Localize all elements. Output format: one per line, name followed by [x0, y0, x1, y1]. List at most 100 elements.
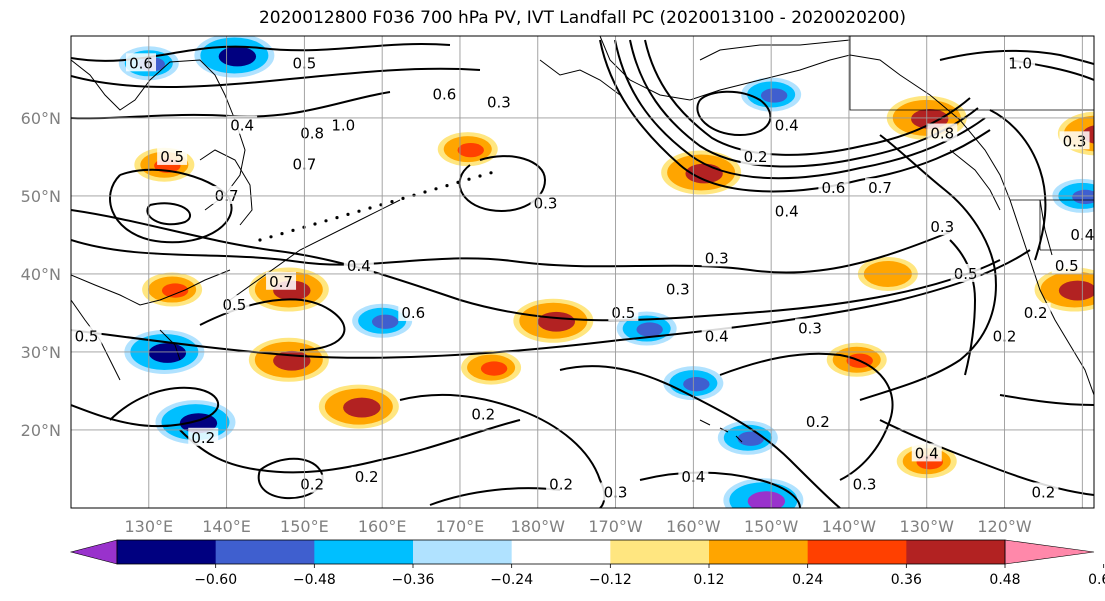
colorbar-tick-label: 0.60	[1088, 572, 1105, 588]
island-dot	[489, 171, 493, 175]
contour-label: 0.2	[1024, 304, 1048, 322]
longitude-tick-label: 160°E	[358, 517, 407, 536]
contour-label-bg	[483, 92, 514, 111]
island-dot	[357, 209, 361, 213]
colorbar-segment	[215, 540, 315, 564]
colorbar-extend-max	[1004, 539, 1095, 565]
island-dot	[346, 212, 350, 216]
contour-label-bg	[771, 115, 802, 134]
political-borders	[849, 36, 1094, 251]
island-dot	[434, 187, 438, 191]
contour-label: 0.5	[222, 296, 246, 314]
contour-label: 1.0	[331, 117, 355, 135]
island-dot	[445, 184, 449, 188]
contour-label-bg	[546, 474, 577, 493]
longitude-tick-label: 170°E	[436, 517, 485, 536]
colorbar-frame	[116, 539, 1006, 565]
coastline	[199, 149, 253, 226]
colorbar-segment	[709, 540, 809, 564]
island-dot	[313, 222, 317, 226]
longitude-tick-label: 140°W	[822, 517, 877, 536]
contour-label: 1.0	[1008, 54, 1032, 72]
contour-label: 0.2	[806, 413, 830, 431]
chart-title: 2020012800 F036 700 hPa PV, IVT Landfall…	[258, 8, 906, 28]
colorbar-tick-label: −0.24	[490, 572, 533, 588]
contour-label-bg	[188, 427, 219, 446]
pv-contour-line	[71, 249, 1031, 359]
island-dot	[324, 219, 328, 223]
pv-contour-line	[949, 239, 977, 376]
longitude-tick-label: 130°W	[900, 517, 955, 536]
contour-label: 0.2	[355, 468, 379, 486]
contour-label-bg	[227, 115, 258, 134]
coastline	[71, 59, 246, 211]
pv-anomaly-core	[371, 314, 399, 329]
pv-contour-line	[644, 39, 971, 156]
plot-frame	[70, 35, 1095, 509]
contour-label: 0.4	[775, 117, 799, 135]
graticule	[71, 36, 1094, 508]
contour-label-bg	[1090, 412, 1094, 431]
coastline	[949, 149, 1001, 211]
contour-label-bg	[802, 412, 833, 431]
contour-label: 0.5	[75, 327, 99, 345]
contour-label-bg	[1051, 256, 1082, 275]
contour-label: 0.3	[1063, 132, 1087, 150]
contour-label: 0.4	[775, 203, 799, 221]
contour-label-bg	[865, 178, 896, 197]
contour-label-bg	[849, 474, 880, 493]
contour-label: 0.3	[930, 218, 954, 236]
colorbar-tick-label: 0.12	[693, 572, 724, 588]
colorbar-tick-label: −0.36	[392, 572, 435, 588]
island-dot	[478, 174, 482, 178]
contour-label-bg	[1028, 482, 1059, 501]
coastline	[71, 269, 231, 306]
pv-contour-line	[859, 134, 997, 401]
contour-label: 0.4	[705, 327, 729, 345]
coastline	[1039, 199, 1053, 256]
island-dot	[269, 235, 273, 239]
pv-contour-line	[639, 471, 801, 508]
colorbar-segment	[413, 540, 513, 564]
contour-label-bg	[468, 404, 499, 423]
colorbar-tick-label: −0.60	[194, 572, 237, 588]
island-dot	[401, 196, 405, 200]
pv-anomaly-core	[737, 431, 765, 446]
colorbar-segment	[314, 540, 414, 564]
pv-anomaly-core	[747, 491, 786, 508]
longitude-tick-label: 180°W	[511, 517, 566, 536]
contour-label: 0.7	[868, 179, 892, 197]
contour-label: 0.3	[705, 249, 729, 267]
contour-label-bg	[818, 178, 849, 197]
contour-label: 0.6	[401, 304, 425, 322]
longitude-tick-label: 120°W	[977, 517, 1032, 536]
pv-contour-line	[999, 394, 1094, 406]
contour-label-bg	[662, 279, 693, 298]
contour-label: 0.7	[269, 273, 293, 291]
contour-label: 0.3	[798, 320, 822, 338]
contour-label-bg	[1067, 224, 1094, 243]
colorbar-tick-label: −0.48	[293, 572, 336, 588]
contour-label: 0.2	[300, 476, 324, 494]
pv-contour-line	[109, 168, 233, 244]
island-dot	[258, 238, 262, 242]
contour-label-bg	[157, 146, 188, 165]
colorbar-extend-min	[69, 539, 118, 565]
contour-label-bg	[343, 256, 374, 275]
contour-label-bg	[429, 84, 460, 103]
contour-label-bg	[266, 271, 297, 290]
pv-contour-line	[989, 109, 1047, 261]
latitude-tick-label: 30°N	[21, 343, 61, 362]
island-dot	[467, 177, 471, 181]
pv-anomaly-core	[343, 397, 381, 418]
pv-contour-line	[71, 231, 951, 274]
colorbar-tick-label: 0.48	[989, 572, 1020, 588]
contour-label-bg	[1005, 53, 1036, 72]
contour-label-bg	[328, 115, 359, 134]
pv-contour-line	[71, 209, 1001, 322]
contour-label-bg	[795, 318, 826, 337]
colorbar-segment	[807, 540, 907, 564]
contour-label-bg	[351, 466, 382, 485]
island-dot	[368, 206, 372, 210]
